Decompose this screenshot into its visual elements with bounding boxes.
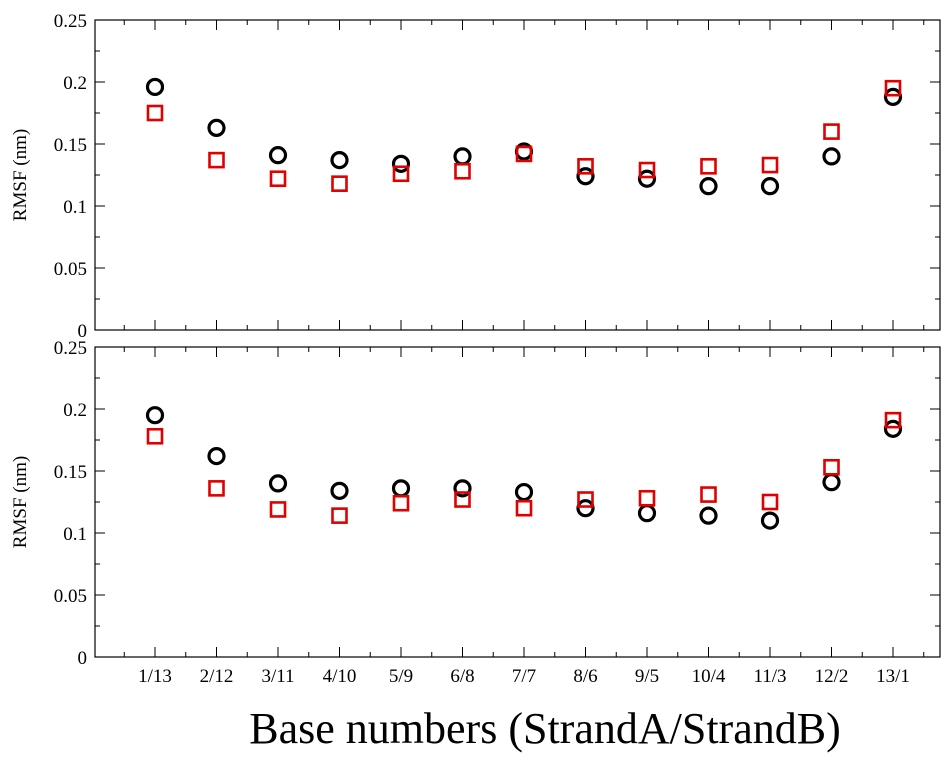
x-category-label: 8/6 xyxy=(573,666,597,687)
x-category-label: 11/3 xyxy=(753,666,786,687)
panel-1-y-axis-label: RMSF (nm) xyxy=(10,129,31,221)
x-category-label: 13/1 xyxy=(876,666,910,687)
x-category-label: 12/2 xyxy=(815,666,849,687)
panel-2-ytick-label: 0.05 xyxy=(54,586,87,607)
panel-1-square-point xyxy=(333,177,347,191)
panel-1-circle-point xyxy=(209,120,224,135)
panel-2-square-point xyxy=(148,429,162,443)
x-category-label: 3/11 xyxy=(261,666,294,687)
panel-1-square-point xyxy=(763,158,777,172)
panel-2-circle-point xyxy=(763,513,778,528)
panel-1-circle-point xyxy=(763,179,778,194)
panel-2-circle-point xyxy=(332,483,347,498)
x-category-label: 7/7 xyxy=(512,666,536,687)
x-category-label: 10/4 xyxy=(692,666,726,687)
panel-1-ytick-label: 0.25 xyxy=(54,11,87,32)
panel-2-circle-point xyxy=(209,449,224,464)
panel-2-circle-point xyxy=(886,421,901,436)
panel-2-ytick-label: 0.15 xyxy=(54,462,87,483)
x-category-label: 6/8 xyxy=(450,666,474,687)
panel-1-square-point xyxy=(456,164,470,178)
panel-1-circle-point xyxy=(824,149,839,164)
panel-2-square-point xyxy=(271,502,285,516)
panel-1-square-point xyxy=(148,106,162,120)
x-category-label: 5/9 xyxy=(389,666,413,687)
panel-1-ytick-label: 0.1 xyxy=(63,197,87,218)
panel-2-circle-point xyxy=(394,481,409,496)
panel-2-y-axis-label: RMSF (nm) xyxy=(10,456,31,548)
panel-2-square-point xyxy=(394,496,408,510)
panel-1-circle-point xyxy=(148,79,163,94)
panel-2-square-point xyxy=(333,509,347,523)
panel-1-circle-point xyxy=(394,156,409,171)
panel-2-square-point xyxy=(825,460,839,474)
panel-1-square-point xyxy=(825,125,839,139)
panel-2-square-point xyxy=(640,491,654,505)
panel-2-circle-point xyxy=(640,506,655,521)
x-axis-label: Base numbers (StrandA/StrandB) xyxy=(249,704,840,753)
panel-2-circle-point xyxy=(578,501,593,516)
panel-1-ytick-label: 0.05 xyxy=(54,259,87,280)
x-category-label: 9/5 xyxy=(635,666,659,687)
panel-1-ytick-label: 0.2 xyxy=(63,73,87,94)
panel-2-square-point xyxy=(763,495,777,509)
panel-2-square-point xyxy=(517,501,531,515)
panel-2-ytick-label: 0.25 xyxy=(54,338,87,359)
panel-1-square-point xyxy=(702,159,716,173)
panel-2-circle-point xyxy=(701,508,716,523)
panel-1-square-point xyxy=(271,172,285,186)
panel-2-square-point xyxy=(210,481,224,495)
panel-1-circle-point xyxy=(332,153,347,168)
panel-1-circle-point xyxy=(886,89,901,104)
panel-1-circle-point xyxy=(271,148,286,163)
panel-1-circle-point xyxy=(701,179,716,194)
panel-2-circle-point xyxy=(271,476,286,491)
panel-2-ytick-label: 0.1 xyxy=(63,524,87,545)
panel-1-ytick-label: 0.15 xyxy=(54,135,87,156)
panel-1-circle-point xyxy=(578,169,593,184)
x-category-label: 4/10 xyxy=(323,666,357,687)
panel-2-ytick-label: 0 xyxy=(78,648,88,669)
panel-1-circle-point xyxy=(455,149,470,164)
panel-2-circle-point xyxy=(517,485,532,500)
x-category-label: 2/12 xyxy=(200,666,234,687)
panel-1-circle-point xyxy=(640,171,655,186)
panel-2-circle-point xyxy=(824,475,839,490)
panel-2-circle-point xyxy=(148,408,163,423)
panel-1-frame xyxy=(95,20,940,330)
panel-2-ytick-label: 0.2 xyxy=(63,400,87,421)
x-category-label: 1/13 xyxy=(138,666,172,687)
panel-2-square-point xyxy=(702,488,716,502)
panel-1-square-point xyxy=(210,153,224,167)
